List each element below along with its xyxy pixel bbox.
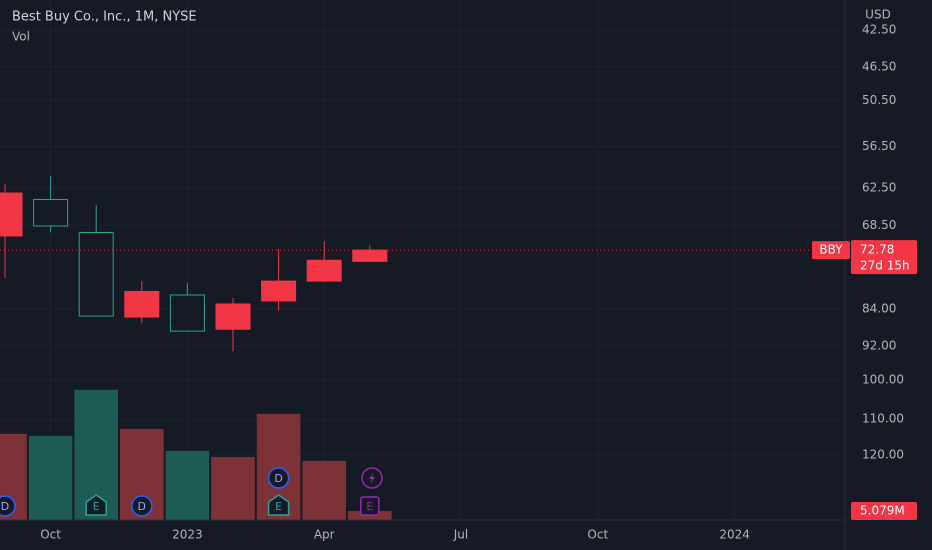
event-label[interactable]: E [93,500,100,513]
event-label[interactable]: E [366,500,373,513]
y-tick-label: 68.50 [862,218,896,232]
x-tick-label: 2023 [172,528,203,542]
volume-bar [211,456,255,520]
y-tick-label: 46.50 [862,59,896,73]
candle-body [261,280,297,302]
volume-label: 5.079M [860,503,905,517]
event-icon [0,495,16,517]
countdown-label: 27d 15h [860,259,910,273]
symbol-label: BBY [819,243,843,257]
volume-box [851,501,917,520]
event-icon [85,494,107,516]
event-icon [267,467,290,489]
candle-body [215,303,251,330]
grid [0,0,845,520]
x-tick-label: Apr [314,528,335,542]
price-label: 72.78 [860,243,894,257]
y-tick-label: 56.50 [862,139,896,153]
x-tick-label: Oct [587,528,608,542]
y-tick-label: 62.50 [862,180,896,194]
price-pane [0,175,845,352]
y-tick-label: 92.00 [862,339,896,353]
x-tick-label: Jul [453,528,468,542]
volume-bar [165,450,210,520]
x-tick-label: 2024 [719,528,750,542]
volume-pane [0,389,392,520]
y-tick-label: 50.50 [862,93,896,107]
lightning-icon[interactable] [361,467,383,489]
chart-title: Best Buy Co., Inc., 1M, NYSE [12,10,197,25]
indicator-label: Vol [12,30,30,44]
volume-bar [28,435,73,520]
event-icon [131,495,153,517]
event-label[interactable]: D [1,500,9,513]
y-tick-label: 110.00 [862,412,904,426]
currency-label: USD [865,8,891,22]
volume-bar [302,460,346,520]
event-label[interactable]: D [274,472,282,485]
event-icon [267,494,290,516]
events: D E D D E E [0,467,380,517]
icon-bolt [369,472,375,484]
y-tick-label: 120.00 [862,447,904,461]
candle-body [169,294,205,332]
event-label[interactable]: D [138,500,146,513]
event-label[interactable]: E [275,500,282,513]
candle-body [124,290,160,318]
candle-body [306,259,342,282]
price-box [851,240,917,275]
symbol-box [812,241,850,260]
x-tick-label: Oct [40,528,61,542]
icon-circle [361,467,383,489]
candle-body [352,249,388,262]
candle-body [33,198,69,227]
y-tick-label: 100.00 [862,373,904,387]
candle-body [78,231,114,317]
candle-body [0,192,23,237]
y-tick-label: 42.50 [862,22,896,36]
y-tick-label: 84.00 [862,301,896,315]
event-icon [360,496,380,516]
